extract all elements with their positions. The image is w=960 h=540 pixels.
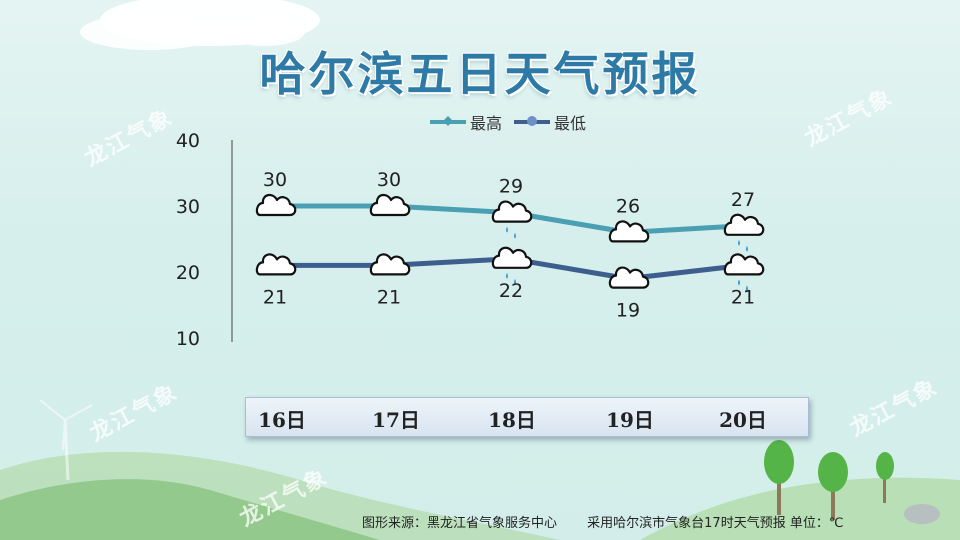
page-title: 哈尔滨五日天气预报 — [259, 47, 701, 101]
legend-item-low: 最低 — [514, 110, 586, 134]
windmill-icon — [39, 399, 93, 481]
date-label: 18日 — [488, 408, 536, 432]
legend-item-high: 最高 — [430, 110, 502, 134]
cloud-icon — [255, 193, 297, 217]
y-tick-label: 30 — [176, 196, 200, 218]
y-tick-label: 10 — [176, 328, 200, 350]
cloud-shape — [225, 18, 305, 46]
hill-front — [0, 479, 380, 540]
tree-icon — [764, 440, 894, 520]
footer: 图形来源：黑龙江省气象服务中心 采用哈尔滨市气象台17时天气预报 单位：℃ — [362, 512, 843, 531]
cloud-shape — [80, 14, 220, 50]
cloud-icon — [608, 220, 650, 243]
footer-source: 图形来源：黑龙江省气象服务中心 — [362, 516, 558, 531]
cloud-icon — [608, 266, 650, 289]
high-temp-label: 29 — [499, 176, 523, 198]
high-temp-label: 27 — [731, 189, 755, 211]
cloud-icon — [369, 193, 411, 217]
chart-legend: 最高 最低 — [430, 110, 598, 134]
cloud-icon — [369, 253, 411, 276]
date-label: 17日 — [372, 408, 420, 432]
low-temp-label: 21 — [263, 286, 287, 308]
y-tick-label: 20 — [176, 262, 200, 284]
low-temp-label: 19 — [616, 300, 640, 322]
high-temp-label: 26 — [616, 195, 640, 217]
footer-note: 采用哈尔滨市气象台17时天气预报 单位：℃ — [587, 516, 844, 531]
y-tick-label: 40 — [176, 130, 200, 152]
stone-shape — [904, 504, 940, 524]
date-label: 16日 — [258, 408, 306, 432]
cloud-icon — [255, 253, 297, 276]
date-label: 19日 — [606, 408, 654, 432]
low-temp-label: 22 — [499, 280, 523, 302]
legend-line-low — [514, 116, 551, 126]
legend-label-low: 最低 — [554, 114, 587, 133]
rain-cloud-icon — [723, 253, 765, 292]
low-temp-label: 21 — [377, 286, 401, 308]
high-temp-label: 30 — [377, 169, 401, 191]
legend-label-high: 最高 — [470, 114, 503, 133]
rain-cloud-icon — [491, 200, 533, 239]
low-temp-label: 21 — [731, 286, 755, 308]
hill-right — [640, 477, 960, 540]
high-temp-label: 30 — [263, 169, 287, 191]
legend-line-high — [430, 116, 466, 126]
date-bar: 16日 17日 18日 19日 20日 — [245, 397, 809, 437]
rain-cloud-icon — [491, 246, 533, 285]
rain-cloud-icon — [723, 213, 765, 252]
date-label: 20日 — [719, 408, 767, 432]
